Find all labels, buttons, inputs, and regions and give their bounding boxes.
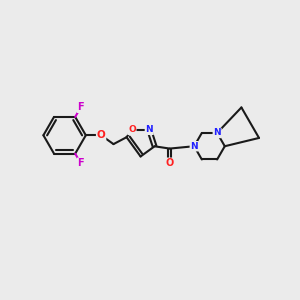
Text: N: N bbox=[146, 125, 153, 134]
Text: F: F bbox=[77, 158, 84, 168]
Text: F: F bbox=[77, 102, 84, 112]
Text: N: N bbox=[190, 142, 198, 151]
Text: O: O bbox=[128, 125, 136, 134]
Text: O: O bbox=[97, 130, 106, 140]
Text: N: N bbox=[213, 128, 221, 137]
Text: O: O bbox=[166, 158, 174, 168]
